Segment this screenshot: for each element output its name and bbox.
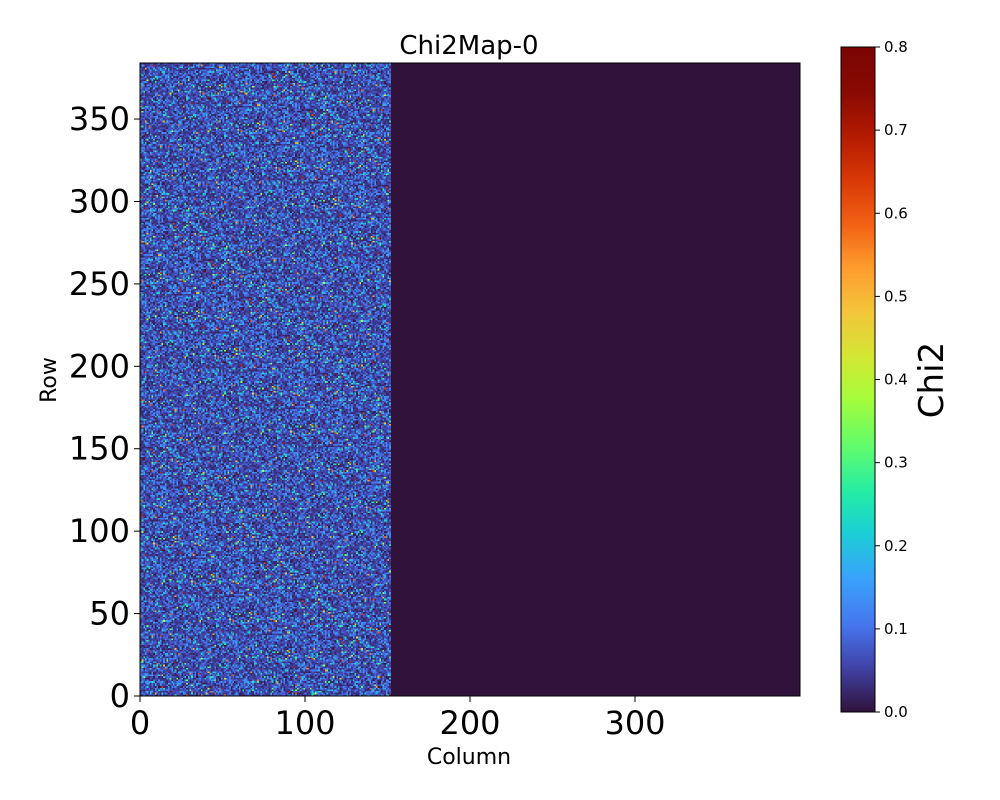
y-tick-label: 200 xyxy=(69,347,130,385)
x-axis-ticks: 0 100 200 300 xyxy=(130,696,666,742)
y-tick-label: 100 xyxy=(69,512,130,550)
heatmap-image xyxy=(140,63,800,696)
x-axis-label: Column xyxy=(427,745,511,770)
colorbar-gradient xyxy=(840,46,876,713)
y-tick-label: 350 xyxy=(69,100,130,138)
heatmap-area xyxy=(139,62,801,697)
colorbar-tick-label: 0.6 xyxy=(884,204,908,222)
x-tick-label: 100 xyxy=(274,704,335,742)
colorbar-tick-label: 0.4 xyxy=(884,371,908,389)
x-tick-label: 300 xyxy=(604,704,665,742)
colorbar-tick-label: 0.1 xyxy=(884,620,908,638)
x-tick-label: 0 xyxy=(130,704,150,742)
chart-title: Chi2Map-0 xyxy=(399,31,538,61)
colorbar-tick-label: 0.5 xyxy=(884,287,908,305)
colorbar: 0.0 0.1 0.2 0.3 0.4 0.5 0.6 0.7 0.8 Chi2 xyxy=(840,38,952,721)
y-tick-label: 150 xyxy=(69,430,130,468)
colorbar-tick-label: 0.0 xyxy=(884,703,908,721)
colorbar-tick-label: 0.8 xyxy=(884,38,908,56)
y-tick-label: 0 xyxy=(110,677,130,715)
colorbar-tick-label: 0.3 xyxy=(884,454,908,472)
y-tick-label: 50 xyxy=(89,595,130,633)
y-tick-label: 300 xyxy=(69,182,130,220)
colorbar-label: Chi2 xyxy=(912,342,952,418)
y-axis-label: Row xyxy=(37,357,62,403)
colorbar-ticks: 0.0 0.1 0.2 0.3 0.4 0.5 0.6 0.7 0.8 xyxy=(875,38,908,721)
y-axis-ticks: 0 50 100 150 200 250 300 350 xyxy=(69,100,140,715)
colorbar-tick-label: 0.7 xyxy=(884,121,908,139)
x-tick-label: 200 xyxy=(439,704,500,742)
y-tick-label: 250 xyxy=(69,265,130,303)
colorbar-tick-label: 0.2 xyxy=(884,537,908,555)
